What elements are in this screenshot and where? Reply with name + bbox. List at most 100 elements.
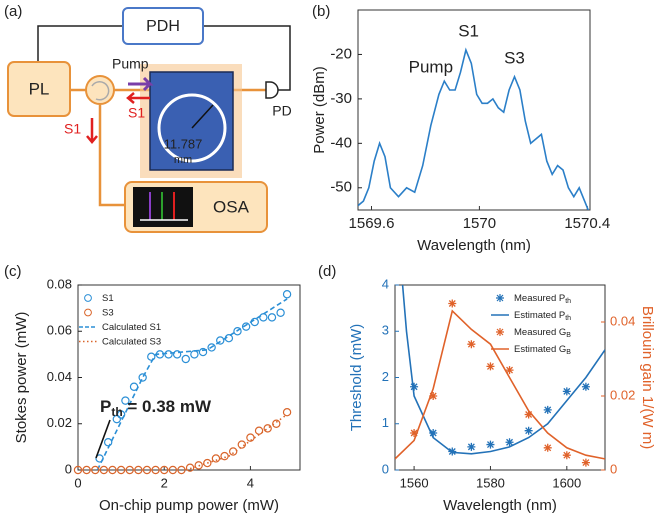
data-point [168, 465, 178, 475]
data-point [73, 465, 83, 475]
chart-panel: (c) 0 2 4 0 0.02 0.04 0.06 0.08 On-chip pump powe… [4, 263, 301, 514]
data-point [259, 313, 268, 322]
x-axis-label: On-chip pump power (mW) [99, 497, 279, 514]
data-point [177, 465, 186, 475]
data-point [237, 440, 247, 449]
legend-name: Calculated S1 [102, 322, 161, 333]
data-point [91, 465, 100, 475]
legend-label: Estimated Pth [514, 310, 571, 322]
legend-sub: th [565, 298, 571, 305]
radius-text: 11.787 [164, 136, 203, 151]
legend-label: Measured GB [514, 327, 571, 339]
setup-diagram: (a) PDH PL 11.787 mm Pump S1 S1 PD OSA [4, 3, 292, 233]
pump-text: Pump [112, 56, 149, 72]
data-point [581, 458, 590, 467]
legend-sub: B [566, 332, 571, 339]
data-point [203, 458, 212, 468]
data-point [116, 465, 126, 475]
y-tick-label: 2 [382, 369, 389, 384]
legend-name: Measured G [514, 327, 566, 338]
data-point [95, 454, 104, 463]
pl-text: PL [29, 79, 50, 98]
data-point [543, 443, 552, 452]
x-tick-label: 1580 [476, 475, 505, 490]
data-point [429, 392, 438, 400]
legend-sub: B [566, 349, 571, 356]
legend-label: Estimated GB [514, 344, 571, 356]
x-tick-label: 1569.6 [349, 215, 395, 232]
data-point [448, 299, 457, 308]
y-tick-label: -40 [330, 134, 352, 151]
pump-arrow [128, 76, 154, 92]
legend-sub: th [565, 315, 571, 322]
data-point [220, 451, 229, 461]
data-line [401, 285, 605, 455]
ring [157, 93, 227, 163]
data-layer [395, 285, 605, 460]
data-point [194, 461, 203, 470]
data-point [142, 465, 152, 475]
panel-label: (b) [312, 3, 330, 20]
data-point [410, 382, 419, 391]
y-tick-label: 3 [382, 323, 389, 338]
data-point [448, 447, 457, 456]
x-tick-label: 1570 [463, 215, 496, 232]
data-point [467, 340, 476, 349]
data-point [185, 463, 195, 472]
y2-tick-label: 0 [610, 461, 617, 476]
annotation-arrow [95, 419, 111, 459]
data-point [505, 366, 514, 375]
legend-label: Calculated S1 [102, 322, 161, 333]
s1-arrow [126, 92, 150, 104]
osa-text: OSA [213, 197, 250, 216]
legend-marker [496, 328, 504, 336]
data-point [524, 410, 533, 419]
data-point [282, 407, 292, 417]
data-point [282, 290, 292, 299]
data-point [228, 447, 238, 456]
data-point [129, 382, 139, 391]
data-point [486, 362, 495, 371]
legend-label: S3 [102, 307, 114, 318]
data-point [121, 396, 130, 405]
s1-text: S1 [128, 105, 145, 121]
data-point [190, 350, 199, 359]
data-point [151, 465, 160, 475]
legend-name: Measured P [514, 293, 565, 304]
data-line [395, 309, 605, 460]
plot-frame [394, 284, 606, 471]
data-point [267, 313, 277, 322]
x-tick-label: 1570.4 [564, 215, 610, 232]
data-point [125, 465, 134, 475]
panel-label: (d) [318, 263, 336, 280]
data-point [246, 433, 255, 442]
fiber [98, 105, 125, 207]
data-point [581, 382, 590, 391]
x-axis-label: Wavelength (nm) [443, 497, 557, 514]
data-point [116, 410, 126, 419]
x-tick-label: 0 [74, 475, 81, 490]
data-point [562, 387, 571, 396]
data-point [207, 343, 216, 352]
data-point [263, 424, 272, 433]
y2-tick-label: 0.02 [610, 387, 635, 402]
legend-name: Estimated P [514, 310, 565, 321]
legend-name: S3 [102, 307, 114, 318]
x-tick-label: 1560 [400, 475, 429, 490]
data-point [524, 426, 533, 435]
s1-arrow [86, 118, 98, 144]
y-tick-label: -50 [330, 179, 352, 196]
legend-marker [496, 294, 504, 302]
s1-text: S1 [64, 121, 81, 137]
data-point [562, 451, 571, 460]
data-point [198, 347, 208, 357]
data-point [216, 336, 225, 345]
y-tick-label: -30 [330, 90, 352, 107]
chart-panel: (b) 1569.6 1570 1570.4 -50 -40 -30 -20 Wavelengt… [311, 3, 610, 254]
data-point [134, 465, 143, 475]
data-point [112, 414, 121, 424]
x-axis-label: Wavelength (nm) [417, 237, 531, 254]
data-point [211, 454, 221, 463]
data-point [181, 354, 190, 364]
